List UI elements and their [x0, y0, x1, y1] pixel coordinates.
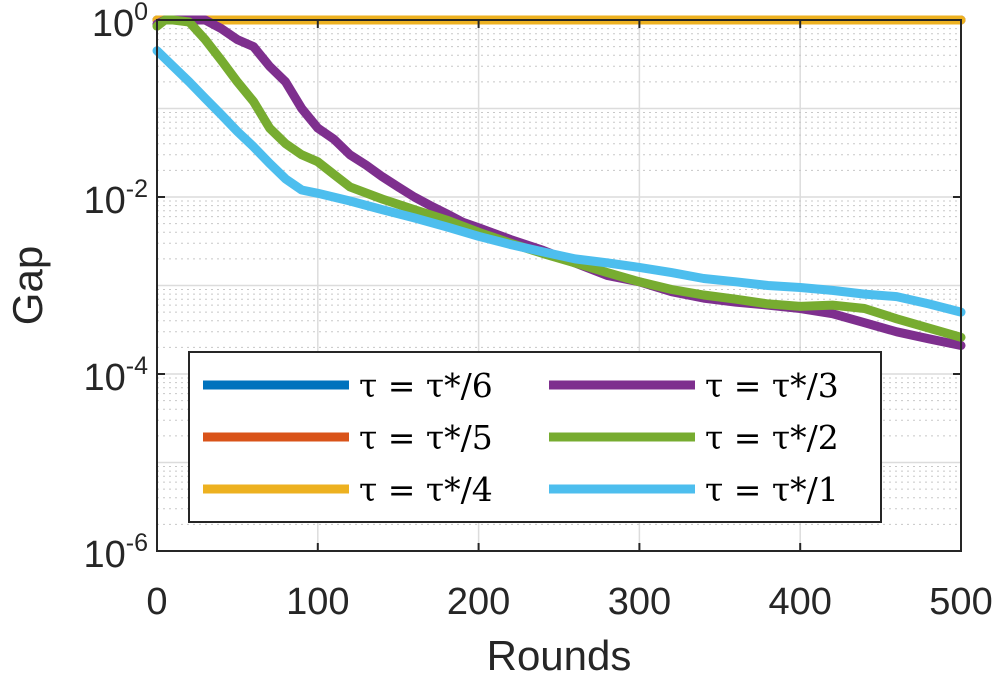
- x-tick-label: 200: [447, 581, 510, 623]
- legend: τ = τ*/6 τ = τ*/5 τ = τ*/4 τ = τ*/3 τ = τ*/2…: [188, 351, 882, 523]
- series-line-4: [152, 15, 966, 350]
- y-tick-label: 100: [92, 0, 148, 45]
- series-lines: [152, 15, 966, 350]
- x-tick-label: 400: [768, 581, 831, 623]
- x-tick-label: 500: [929, 581, 992, 623]
- series-line-6: [152, 46, 966, 317]
- plot-frame: [156, 19, 962, 552]
- legend-label: τ = τ*/3: [705, 366, 839, 405]
- y-tick-label: 10-6: [83, 529, 148, 576]
- x-tick-label: 300: [608, 581, 671, 623]
- x-tick-label: 100: [286, 581, 349, 623]
- x-tick-label: 0: [146, 581, 167, 623]
- y-axis-title: Gap: [4, 246, 51, 325]
- legend-label: τ = τ*/1: [705, 470, 839, 509]
- legend-label: τ = τ*/6: [359, 366, 493, 405]
- legend-label: τ = τ*/4: [359, 470, 493, 509]
- legend-label: τ = τ*/5: [359, 418, 493, 457]
- y-tick-label: 10-4: [83, 352, 148, 399]
- x-axis-title: Rounds: [487, 632, 632, 678]
- y-tick-label: 10-2: [83, 175, 148, 222]
- series-line-5: [152, 15, 966, 342]
- axis-ticks: 0 100 200 300 400 500 100 10-2 10-4 10-6: [83, 0, 992, 623]
- legend-label: τ = τ*/2: [705, 418, 839, 457]
